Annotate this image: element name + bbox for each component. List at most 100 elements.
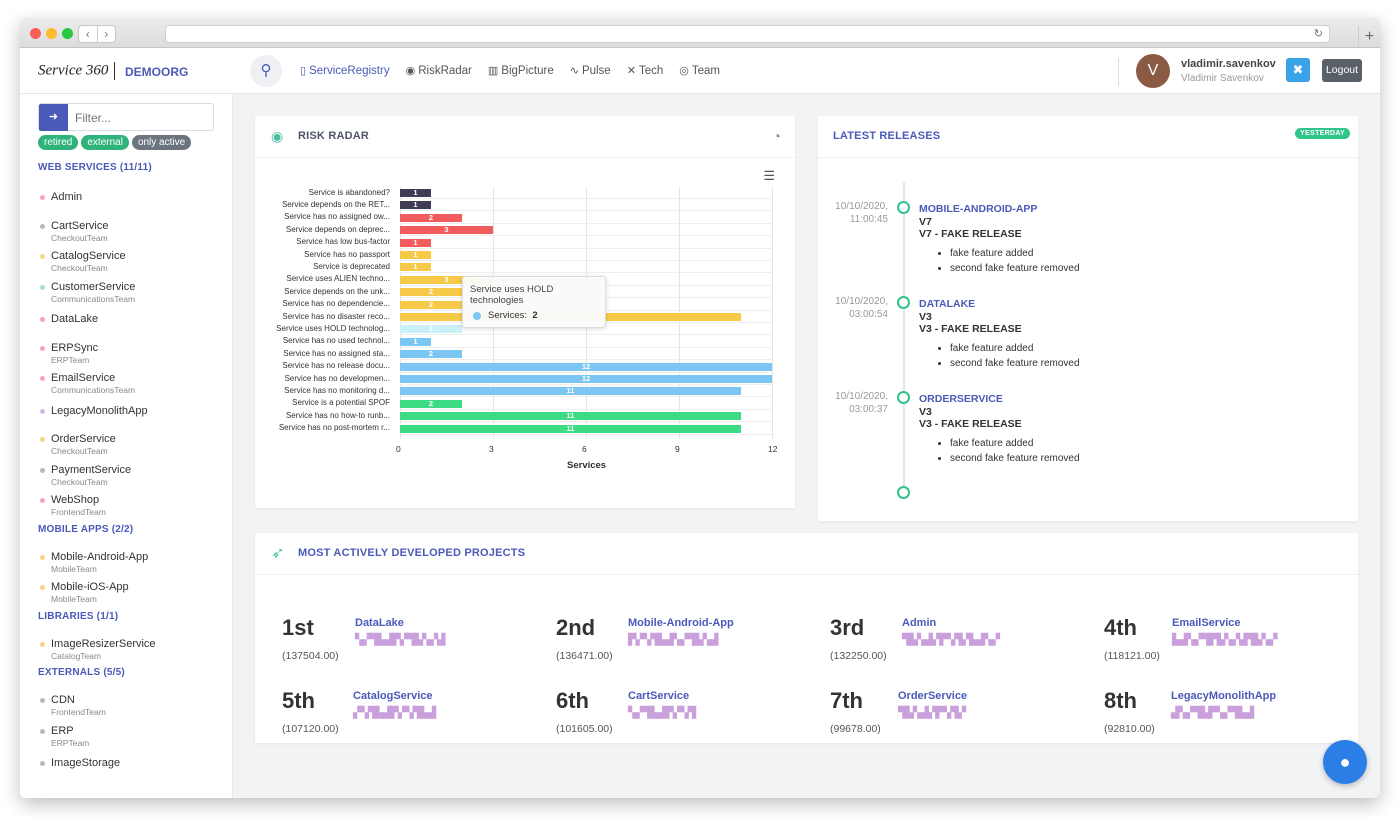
nav-bigpicture[interactable]: ▥ BigPicture xyxy=(488,64,554,77)
release-date-day: 10/10/2020, xyxy=(835,391,888,402)
logout-button[interactable]: Logout xyxy=(1322,59,1362,82)
nav-team[interactable]: ◎ Team xyxy=(679,64,720,77)
reload-icon[interactable]: ↻ xyxy=(1313,28,1323,40)
timeline-dot xyxy=(897,201,910,214)
sidebar-service-item[interactable]: WebShop FrontendTeam xyxy=(38,493,228,524)
sidebar-section-title[interactable]: EXTERNALS (5/5) xyxy=(38,667,125,678)
tooltip-title: Service uses HOLD technologies xyxy=(470,284,554,306)
sidebar-service-item[interactable]: OrderService CheckoutTeam xyxy=(38,432,228,463)
filter-chip[interactable]: retired xyxy=(38,135,79,150)
sidebar-section-title[interactable]: WEB SERVICES (11/11) xyxy=(38,162,152,173)
chat-button[interactable]: ● xyxy=(1323,740,1367,784)
pie-chart-icon[interactable]: ◔ xyxy=(772,128,781,144)
risk-bar[interactable] xyxy=(400,362,772,371)
close-window-button[interactable] xyxy=(30,28,41,39)
new-tab-button[interactable]: + xyxy=(1358,26,1380,48)
release-notes: fake feature addedsecond fake feature re… xyxy=(950,436,1080,466)
sidebar-service-item[interactable]: DataLake xyxy=(38,310,228,341)
service360-logo[interactable]: Service 360 xyxy=(38,62,121,80)
sidebar-section-title[interactable]: LIBRARIES (1/1) xyxy=(38,610,119,622)
project-link[interactable]: CartService xyxy=(628,690,690,702)
nav-serviceregistry[interactable]: ▯ ServiceRegistry xyxy=(300,64,390,77)
project-link[interactable]: Admin xyxy=(902,617,937,629)
eye-icon: ◉ xyxy=(405,65,416,77)
risk-bar[interactable] xyxy=(400,300,462,309)
risk-bar[interactable] xyxy=(400,288,462,297)
address-bar[interactable]: ↻ xyxy=(165,25,1330,43)
y-category-label: Service depends on the unk... xyxy=(284,286,390,296)
project-link[interactable]: Mobile-Android-App xyxy=(628,617,734,629)
main-nav: ▯ ServiceRegistry ◉ RiskRadar ▥ BigPicture … xyxy=(300,64,720,77)
sidebar-service-item[interactable]: ImageResizerService CatalogTeam xyxy=(38,637,228,668)
maximize-window-button[interactable] xyxy=(62,28,73,39)
avatar[interactable]: V xyxy=(1136,54,1170,88)
gridline-horizontal xyxy=(400,334,772,336)
search-button[interactable]: ⚲ xyxy=(250,55,282,87)
nav-riskradar[interactable]: ◉ RiskRadar xyxy=(406,64,472,77)
sidebar-service-item[interactable]: Mobile-iOS-App MobileTeam xyxy=(38,580,228,611)
sidebar-service-item[interactable]: EmailService CommunicationsTeam xyxy=(38,371,228,402)
chart-menu-icon[interactable]: ☰ xyxy=(763,168,775,183)
project-link[interactable]: EmailService xyxy=(1172,617,1241,629)
sidebar-service-item[interactable]: CDN FrontendTeam xyxy=(38,693,228,724)
risk-bar[interactable] xyxy=(400,325,462,334)
sidebar-service-item[interactable]: Admin xyxy=(38,188,228,219)
gridline-horizontal xyxy=(400,396,772,398)
status-dot xyxy=(40,376,45,381)
sidebar-service-item[interactable]: PaymentService CheckoutTeam xyxy=(38,463,228,494)
bar-value-label: 1 xyxy=(413,237,418,247)
service-team: ERPTeam xyxy=(51,737,90,748)
admin-tools-button[interactable]: ✖ xyxy=(1286,58,1310,82)
risk-bar[interactable] xyxy=(400,350,462,359)
username[interactable]: vladimir.savenkov xyxy=(1181,58,1276,70)
filter-chip[interactable]: only active xyxy=(131,135,192,150)
bar-value-label: 3 xyxy=(444,274,449,284)
sidebar-service-item[interactable]: ImageStorage xyxy=(38,754,228,785)
risk-bar[interactable] xyxy=(400,375,772,383)
gridline-horizontal xyxy=(400,198,772,199)
risk-bar[interactable] xyxy=(400,337,431,346)
risk-bar[interactable] xyxy=(400,275,493,284)
risk-bar[interactable] xyxy=(400,387,741,396)
risk-bar[interactable] xyxy=(400,424,741,433)
filter-chip[interactable]: external xyxy=(81,135,129,150)
forward-arrow-icon[interactable]: › xyxy=(104,27,109,41)
org-name[interactable]: DEMOORG xyxy=(125,65,189,79)
team-icon: ◎ xyxy=(679,65,689,77)
project-link[interactable]: LegacyMonolithApp xyxy=(1171,690,1277,702)
nav-pulse[interactable]: ∿ Pulse xyxy=(570,64,611,77)
project-link[interactable]: DataLake xyxy=(355,617,404,629)
risk-bar[interactable] xyxy=(400,226,493,235)
sidebar-service-item[interactable]: CustomerService CommunicationsTeam xyxy=(38,280,228,311)
nav-label: Tech xyxy=(638,65,664,77)
project-link[interactable]: CatalogService xyxy=(353,690,433,702)
sidebar-service-item[interactable]: CartService CheckoutTeam xyxy=(38,219,228,250)
back-arrow-icon[interactable]: ‹ xyxy=(79,26,98,42)
risk-bar[interactable] xyxy=(400,399,462,408)
risk-bar[interactable] xyxy=(400,263,431,272)
risk-bar[interactable] xyxy=(400,412,741,421)
sidebar-service-item[interactable]: ERP ERPTeam xyxy=(38,724,228,755)
risk-bar[interactable] xyxy=(400,251,431,259)
sidebar-service-item[interactable]: ERPSync ERPTeam xyxy=(38,341,228,372)
release-service-link[interactable]: DATALAKE xyxy=(919,298,976,310)
sidebar-section-title[interactable]: MOBILE APPS (2/2) xyxy=(38,523,134,535)
filter-input[interactable] xyxy=(75,108,205,128)
minimize-window-button[interactable] xyxy=(46,28,57,39)
sidebar-service-item[interactable]: CatalogService CheckoutTeam xyxy=(38,249,228,280)
risk-bar[interactable] xyxy=(400,238,431,247)
release-service-link[interactable]: MOBILE-ANDROID-APP xyxy=(919,203,1038,215)
nav-tech[interactable]: ✕ Tech xyxy=(627,64,664,77)
service-name: Admin xyxy=(51,191,83,203)
service-name: CatalogService xyxy=(51,250,126,262)
filter-toggle-button[interactable]: ➜ xyxy=(39,104,68,131)
project-score: (118121.00) xyxy=(1104,650,1160,662)
sidebar-service-item[interactable]: Mobile-Android-App MobileTeam xyxy=(38,550,228,581)
risk-bar[interactable] xyxy=(400,189,431,197)
pulse-icon: ∿ xyxy=(569,65,579,77)
release-service-link[interactable]: ORDERSERVICE xyxy=(919,393,1003,405)
risk-bar[interactable] xyxy=(400,201,431,210)
risk-bar[interactable] xyxy=(400,213,462,222)
sidebar-service-item[interactable]: LegacyMonolithApp xyxy=(38,402,228,433)
project-link[interactable]: OrderService xyxy=(898,690,968,702)
